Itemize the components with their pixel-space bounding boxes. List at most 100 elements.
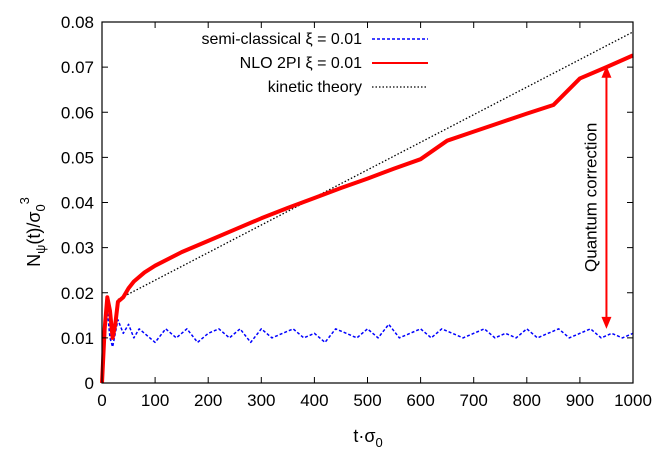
series-1-point <box>261 218 262 219</box>
series-0-point <box>346 333 347 334</box>
series-0-point <box>186 328 187 329</box>
y-tick-label: 0 <box>85 374 94 393</box>
series-0-point <box>409 333 410 334</box>
series-1-point <box>115 324 116 325</box>
legend-label-nlo2pi: NLO 2PI ξ = 0.01 <box>240 55 362 72</box>
series-0-point <box>494 337 495 338</box>
series-line-1 <box>100 53 634 384</box>
series-0-point <box>229 337 230 338</box>
series-0-point <box>431 337 432 338</box>
series-0-point <box>282 333 283 334</box>
x-axis-label: t·σ0 <box>353 426 382 450</box>
series-0-point <box>462 337 463 338</box>
x-tick-label: 200 <box>194 391 222 410</box>
series-1-point <box>579 78 580 79</box>
x-tick-label: 300 <box>247 391 275 410</box>
series-0-point <box>601 337 602 338</box>
y-axis-label-mid: (t)/σ <box>24 212 44 245</box>
quantum-correction-label: Quantum correction <box>581 123 600 272</box>
series-0-point <box>611 333 612 334</box>
series-0-point <box>388 324 389 325</box>
y-axis-ticks: 0 0.01 0.02 0.03 0.04 0.05 0.06 0.07 0.08 <box>61 13 633 393</box>
y-tick-label: 0.02 <box>61 284 94 303</box>
series-0-point <box>558 328 559 329</box>
series-0-point <box>378 337 379 338</box>
series-0-point <box>537 337 538 338</box>
series-0-point <box>197 342 198 343</box>
y-axis-label: Nψ(t)/σ03 <box>17 197 48 267</box>
y-tick-label: 0.06 <box>61 103 94 122</box>
plot-frame <box>101 21 634 384</box>
series-0-point <box>144 333 145 334</box>
y-axis-label-main: N <box>24 254 44 267</box>
x-tick-label: 100 <box>141 391 169 410</box>
series-0-point <box>128 324 129 325</box>
series-0-point <box>441 328 442 329</box>
quantum-correction-annotation: Quantum correction <box>581 65 612 329</box>
series-1-point <box>447 140 448 141</box>
series-0-point <box>133 337 134 338</box>
series-0-point <box>579 333 580 334</box>
series-1-point <box>234 229 235 230</box>
x-tick-label: 1000 <box>614 391 652 410</box>
series-0-point <box>155 342 156 343</box>
series-1-point <box>526 113 527 114</box>
series-0-point <box>484 328 485 329</box>
x-tick-label: 0 <box>97 391 106 410</box>
quantum-correction-arrowhead-top <box>601 65 612 78</box>
y-axis-label-sup: 3 <box>17 197 32 204</box>
x-axis-ticks: 0 100 200 300 400 500 600 700 800 900 1000 <box>97 22 652 410</box>
series-0-point <box>622 337 623 338</box>
series-0-point <box>314 333 315 334</box>
series-1-point <box>144 272 145 273</box>
series-0-point <box>109 337 110 338</box>
legend-label-semiclassical: semi-classical ξ = 0.01 <box>201 31 362 48</box>
y-tick-label: 0.01 <box>61 329 94 348</box>
series-1-point <box>473 131 474 132</box>
series-0-point <box>452 333 453 334</box>
series-1-point <box>123 297 124 298</box>
series-0-point <box>208 333 209 334</box>
series-0-point <box>139 328 140 329</box>
series-1-point <box>128 288 129 289</box>
series-1-point <box>340 187 341 188</box>
series-0-point <box>293 328 294 329</box>
series-0-point <box>590 328 591 329</box>
x-tick-label: 700 <box>460 391 488 410</box>
series-1-point <box>104 328 105 329</box>
quantum-correction-arrowhead-bottom <box>601 316 612 329</box>
series-1-point <box>393 168 394 169</box>
series-0-point <box>473 333 474 334</box>
x-tick-label: 500 <box>353 391 381 410</box>
y-tick-label: 0.08 <box>61 13 94 32</box>
series-1-point <box>181 252 182 253</box>
series-1-point <box>155 265 156 266</box>
y-tick-label: 0.07 <box>61 58 94 77</box>
series-0-point <box>123 333 124 334</box>
series-1-point <box>420 159 421 160</box>
y-tick-label: 0.05 <box>61 148 94 167</box>
series-line-0 <box>101 310 634 384</box>
series-0-point <box>112 346 113 347</box>
series-1-point <box>117 301 118 302</box>
series-1-point <box>367 178 368 179</box>
series-1-point <box>109 310 110 311</box>
y-tick-label: 0.03 <box>61 239 94 258</box>
series-0-point <box>261 328 262 329</box>
series-0-point <box>505 333 506 334</box>
series-0-point <box>547 333 548 334</box>
series-0-point <box>218 328 219 329</box>
series-1-point <box>208 240 209 241</box>
y-axis-label-sub2: 0 <box>33 204 48 211</box>
x-tick-label: 600 <box>406 391 434 410</box>
series-1-point <box>287 207 288 208</box>
x-axis-label-main: t·σ <box>353 426 375 446</box>
series-0-point <box>399 337 400 338</box>
series-1-point <box>107 297 108 298</box>
series-1-point <box>553 104 554 105</box>
x-tick-label: 800 <box>513 391 541 410</box>
series-1-point <box>500 122 501 123</box>
series-1-point <box>314 197 315 198</box>
series-0-point <box>367 328 368 329</box>
series-0-point <box>335 328 336 329</box>
